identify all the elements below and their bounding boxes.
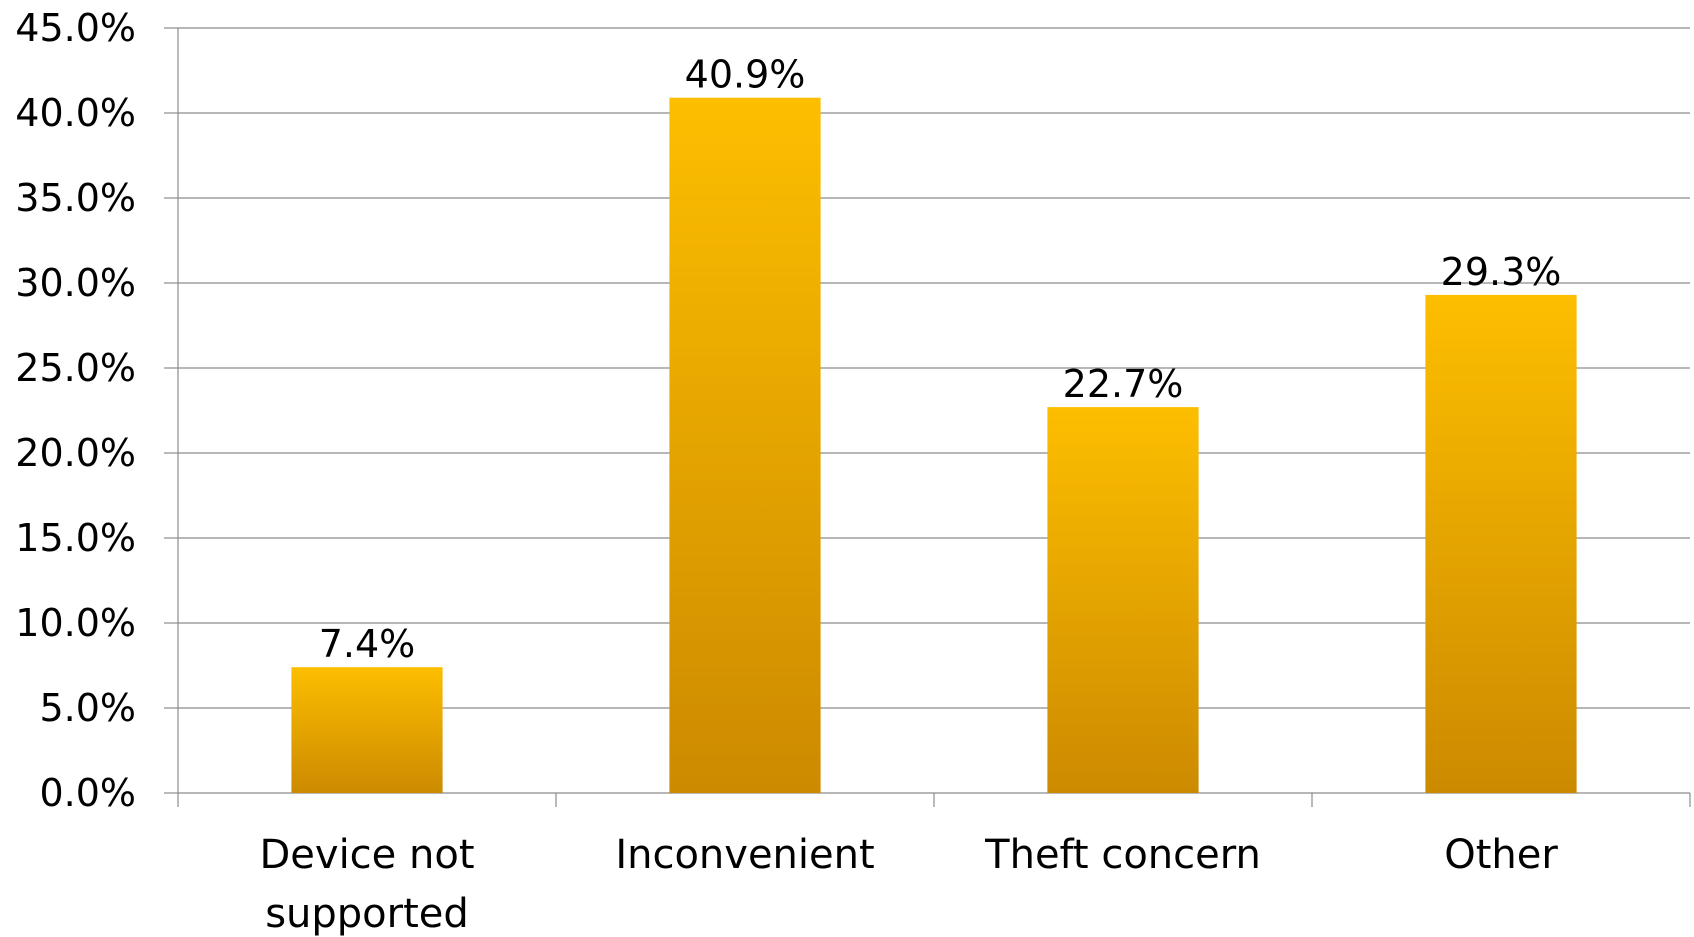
- data-label: 40.9%: [685, 53, 806, 97]
- y-tick-label: 20.0%: [15, 431, 136, 475]
- x-category-label: Theft concern: [984, 832, 1261, 878]
- x-category-label: Inconvenient: [615, 832, 874, 878]
- x-category-labels: Device not supported Inconvenient Theft con…: [259, 832, 1558, 937]
- y-tick-label: 30.0%: [15, 261, 136, 305]
- y-tick-label: 35.0%: [15, 176, 136, 220]
- bar: [669, 97, 821, 793]
- gridlines: [178, 27, 1690, 709]
- bar: [1425, 294, 1577, 793]
- data-label: 29.3%: [1441, 250, 1562, 294]
- y-tick-label: 40.0%: [15, 91, 136, 135]
- bars: [291, 97, 1577, 793]
- data-label: 7.4%: [319, 622, 416, 666]
- y-tick-label: 0.0%: [39, 771, 136, 815]
- y-tick-label: 45.0%: [15, 6, 136, 50]
- data-labels: 7.4% 40.9% 22.7% 29.3%: [319, 53, 1562, 667]
- bar: [1047, 407, 1199, 793]
- y-tick-labels: 0.0% 5.0% 10.0% 15.0% 20.0% 25.0% 30.0% 35.0% 40…: [15, 6, 136, 815]
- x-category-label: Device not: [259, 832, 474, 878]
- x-category-label: supported: [265, 891, 469, 937]
- y-tick-label: 15.0%: [15, 516, 136, 560]
- y-tick-label: 5.0%: [39, 686, 136, 730]
- data-label: 22.7%: [1063, 362, 1184, 406]
- y-tick-label: 25.0%: [15, 346, 136, 390]
- x-category-label: Other: [1444, 832, 1558, 878]
- y-tick-label: 10.0%: [15, 601, 136, 645]
- bar: [291, 667, 443, 793]
